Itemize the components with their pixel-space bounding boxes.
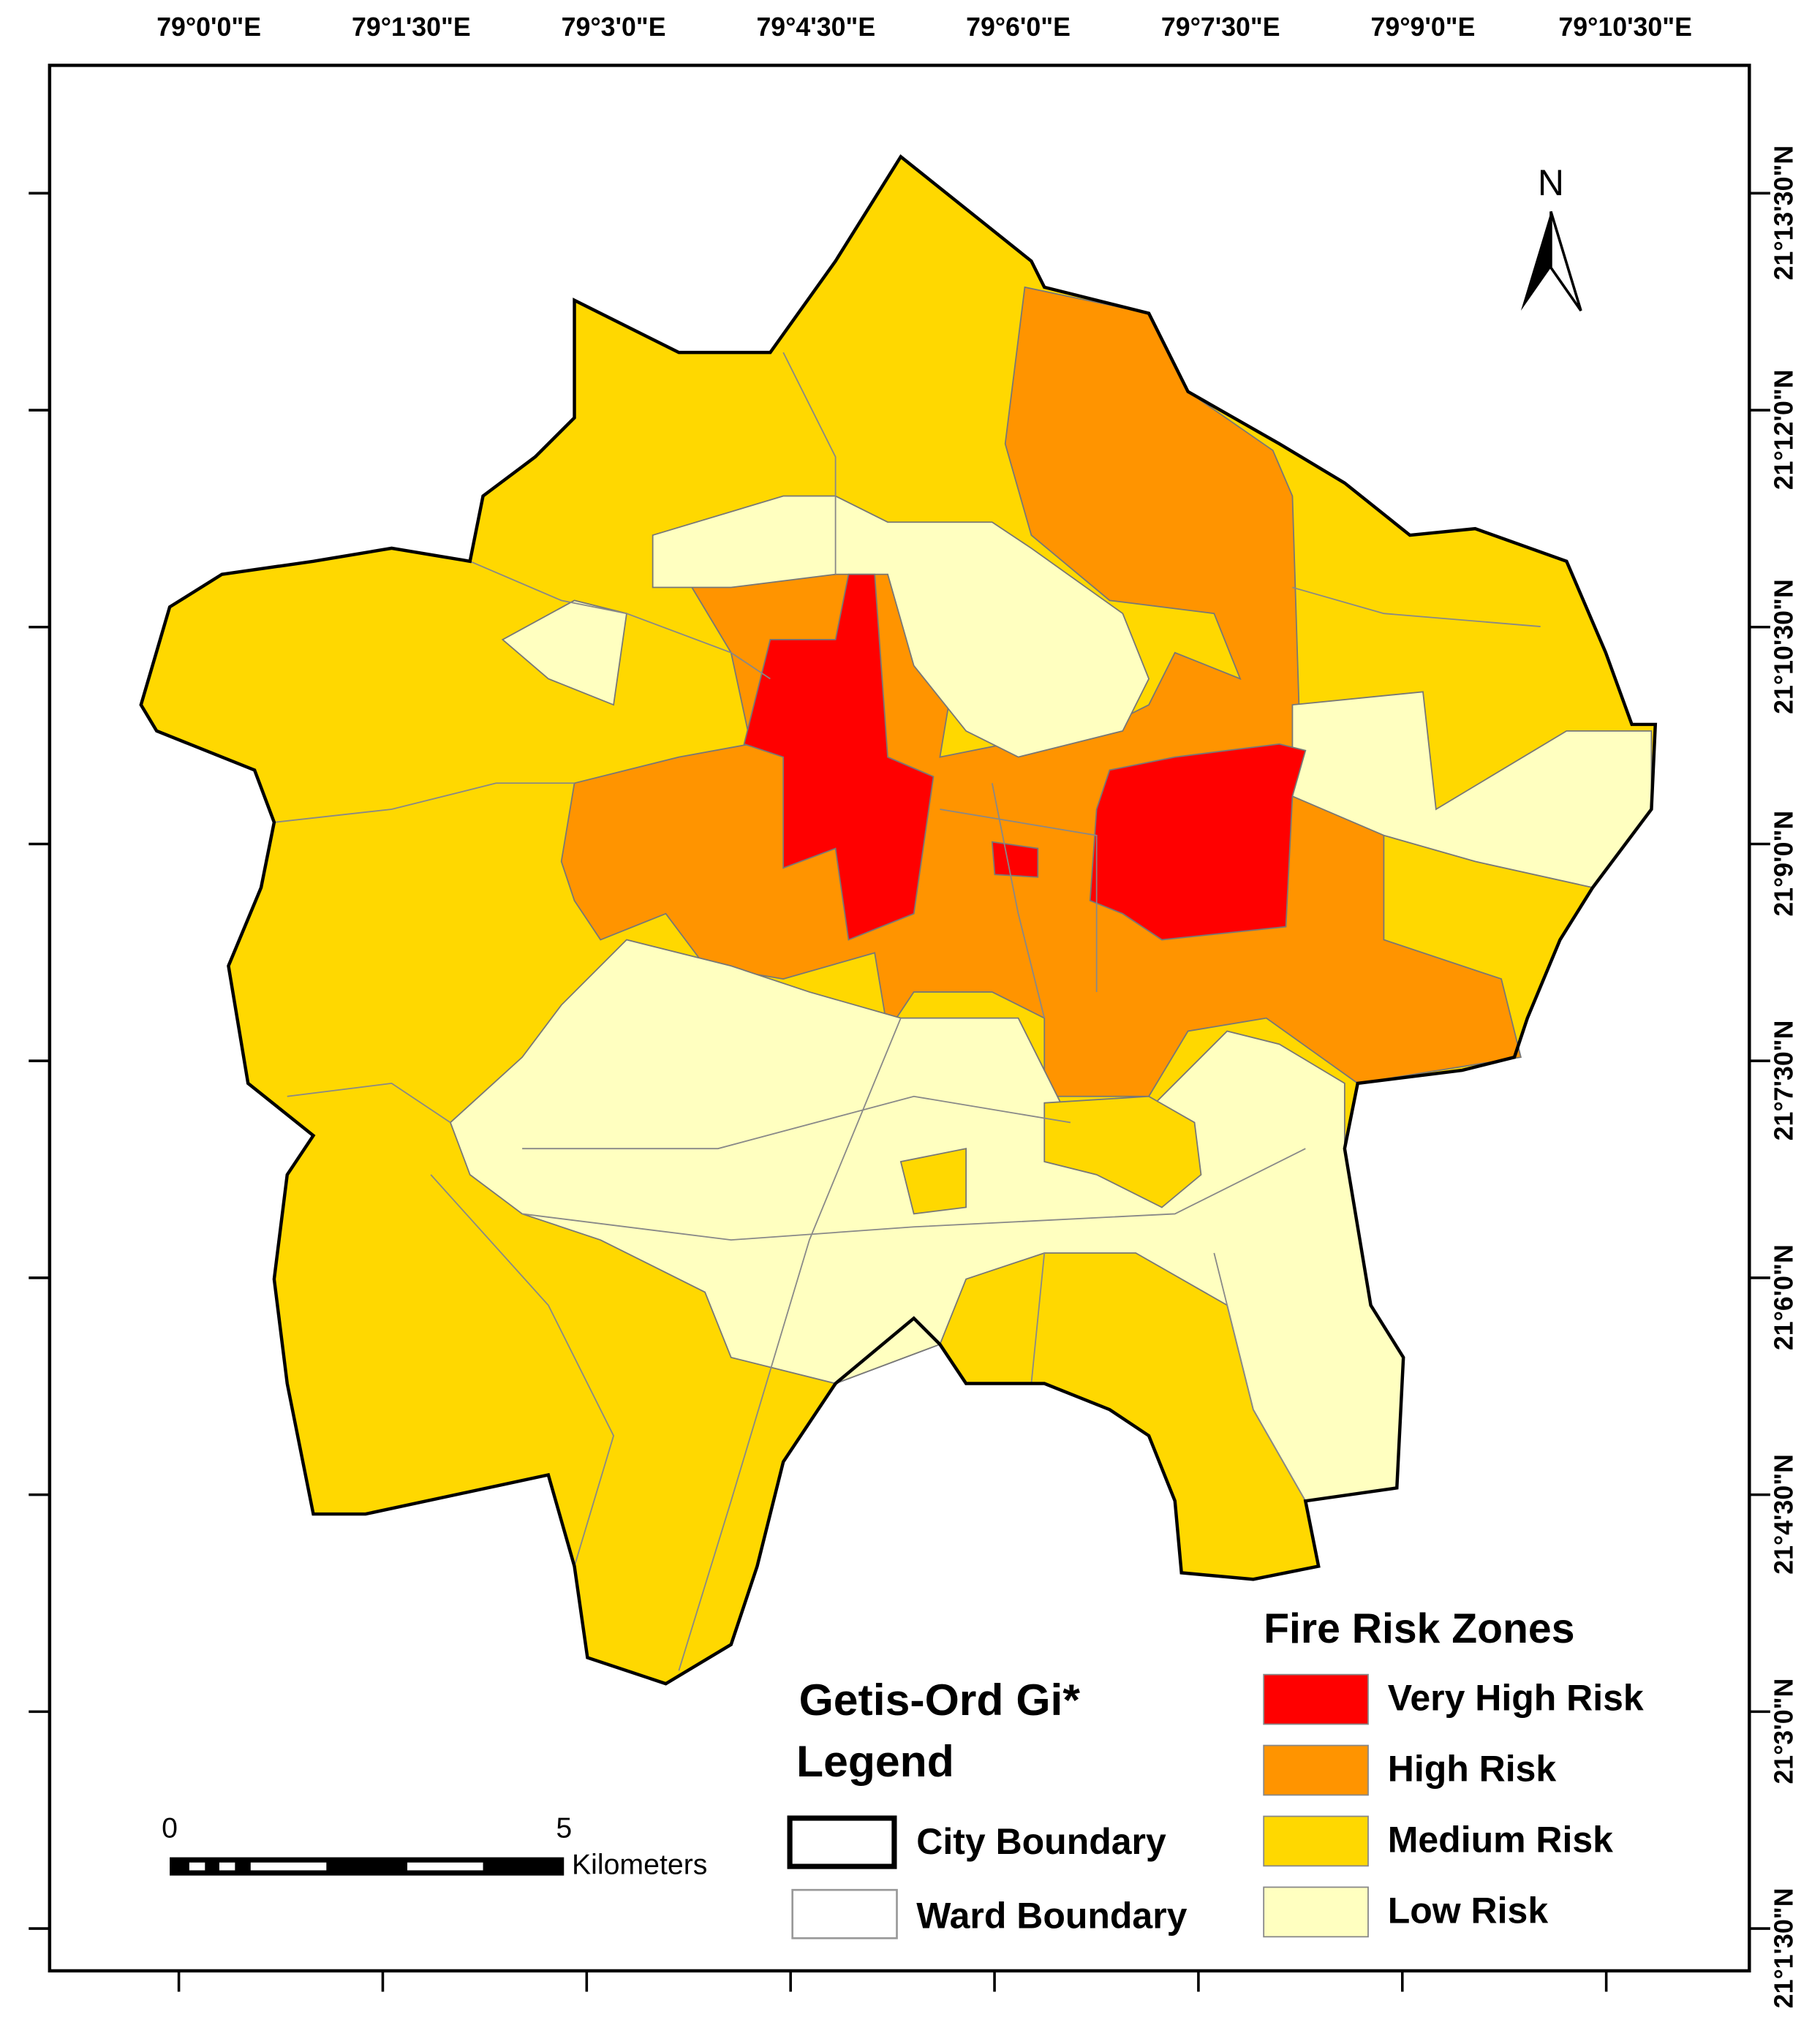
very-high-risk-area	[1089, 743, 1307, 941]
legend-label: Medium Risk	[1388, 1819, 1613, 1860]
ward-line	[1030, 1252, 1046, 1384]
ward-line	[1292, 586, 1541, 627]
latitude-label: 21°3'0"N	[1770, 1678, 1799, 1784]
legend-label: High Risk	[1388, 1749, 1557, 1790]
scale-label: 5	[556, 1812, 572, 1844]
latitude-label: 21°1'30"N	[1770, 1888, 1799, 2008]
ward-line	[430, 1174, 615, 1567]
scale-bar-segment	[219, 1862, 235, 1871]
ward-line	[940, 809, 1098, 992]
zone-swatch	[1263, 1744, 1369, 1796]
scale-bar-segment	[250, 1862, 327, 1871]
ward-line	[522, 1095, 1071, 1150]
medium-risk-area	[899, 1148, 967, 1215]
ward-line	[469, 560, 771, 680]
legend-label: Low Risk	[1388, 1890, 1549, 1931]
longitude-label: 79°1'30"E	[352, 12, 471, 42]
legend-label: Ward Boundary	[916, 1896, 1187, 1937]
latitude-label: 21°12'0"N	[1770, 369, 1799, 490]
latitude-label: 21°13'30"N	[1770, 145, 1799, 281]
ward-line	[1213, 1252, 1307, 1502]
low-risk-area	[501, 599, 627, 706]
legend-subtitle: Legend	[796, 1736, 954, 1786]
north-arrow-right	[1549, 211, 1582, 312]
ward-line	[991, 783, 1046, 1018]
ward-boundary-swatch	[791, 1888, 898, 1939]
zone-swatch	[1263, 1815, 1369, 1867]
zone-swatch	[1263, 1673, 1369, 1725]
very-high-risk-area	[743, 573, 935, 941]
latitude-label: 21°9'0"N	[1770, 811, 1799, 917]
ward-boundaries	[273, 352, 1541, 1671]
longitude-label: 79°6'0"E	[966, 12, 1071, 42]
scale-label: 0	[162, 1812, 178, 1844]
latitude-label: 21°10'30"N	[1770, 579, 1799, 714]
low-risk-area	[652, 495, 1150, 758]
latitude-label: 21°6'0"N	[1770, 1244, 1799, 1350]
longitude-label: 79°3'0"E	[562, 12, 666, 42]
longitude-label: 79°7'30"E	[1161, 12, 1280, 42]
longitude-label: 79°10'30"E	[1558, 12, 1692, 42]
legend-label: City Boundary	[916, 1821, 1166, 1862]
scale-bar-segment	[189, 1862, 205, 1871]
latitude-label: 21°7'30"N	[1770, 1021, 1799, 1141]
latitude-label: 21°4'30"N	[1770, 1454, 1799, 1575]
medium-risk-area	[1043, 1095, 1202, 1208]
zones	[140, 156, 1656, 1685]
zone-legend-title: Fire Risk Zones	[1264, 1605, 1574, 1652]
longitude-label: 79°0'0"E	[156, 12, 261, 42]
legend-title: Getis-Ord Gi*	[799, 1675, 1081, 1725]
ward-line	[522, 1148, 1306, 1241]
scale-bar-base	[170, 1857, 565, 1876]
ward-line	[273, 782, 575, 823]
scale-unit: Kilometers	[572, 1848, 707, 1880]
zone-legend: Very High Risk High Risk Medium Risk Low Ri…	[1263, 1673, 1644, 1938]
longitude-label: 79°9'0"E	[1371, 12, 1476, 42]
very-high-risk-area	[991, 841, 1039, 878]
scale-bar: 0 5 Kilometers	[162, 1812, 707, 1880]
north-label: N	[1538, 162, 1564, 203]
longitude-label: 79°4'30"E	[756, 12, 875, 42]
zone-swatch	[1263, 1886, 1369, 1938]
graticule: 79°0'0"E 79°1'30"E 79°3'0"E 79°4'30"E 79°6'0…	[29, 12, 1799, 2008]
ward-line	[678, 1018, 902, 1671]
ward-line	[287, 1082, 451, 1124]
scale-bar-segment	[407, 1862, 483, 1871]
ward-line	[782, 352, 837, 575]
city-boundary-swatch	[787, 1815, 897, 1869]
legend-label: Very High Risk	[1388, 1678, 1644, 1719]
city-boundary	[139, 154, 1658, 1686]
